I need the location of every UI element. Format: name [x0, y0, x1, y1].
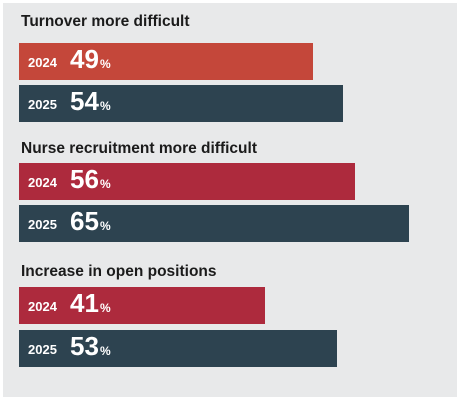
bar-percent-sign: %: [100, 99, 111, 113]
bar-percent-sign: %: [100, 177, 111, 191]
bar-year-label: 2025: [28, 217, 57, 232]
bar-value-label: 41: [70, 288, 99, 318]
bar-recruitment-2024: 2024 56 %: [19, 163, 355, 200]
bar-value-label: 49: [70, 44, 99, 74]
group-title-open-positions: Increase in open positions: [21, 263, 217, 280]
group-title-recruitment: Nurse recruitment more difficult: [21, 140, 257, 157]
bar-year-label: 2024: [28, 175, 57, 190]
bar-percent-sign: %: [100, 301, 111, 315]
chart-panel: Turnover more difficult 2024 49 % 2025 5…: [3, 3, 457, 397]
bar-value-label: 56: [70, 164, 99, 194]
bar-year-label: 2024: [28, 55, 57, 70]
bar-percent-sign: %: [100, 219, 111, 233]
bar-percent-sign: %: [100, 344, 111, 358]
bar-year-label: 2025: [28, 342, 57, 357]
bar-value-label: 53: [70, 331, 99, 361]
bar-open-positions-2025: 2025 53 %: [19, 330, 337, 367]
bar-year-label: 2025: [28, 97, 57, 112]
bar-value-label: 54: [70, 86, 99, 116]
group-title-turnover: Turnover more difficult: [21, 13, 190, 30]
bar-year-label: 2024: [28, 299, 57, 314]
bar-percent-sign: %: [100, 57, 111, 71]
bar-recruitment-2025: 2025 65 %: [19, 205, 409, 242]
bar-open-positions-2024: 2024 41 %: [19, 287, 265, 324]
bar-turnover-2024: 2024 49 %: [19, 43, 313, 80]
bar-value-label: 65: [70, 206, 99, 236]
bar-turnover-2025: 2025 54 %: [19, 85, 343, 122]
